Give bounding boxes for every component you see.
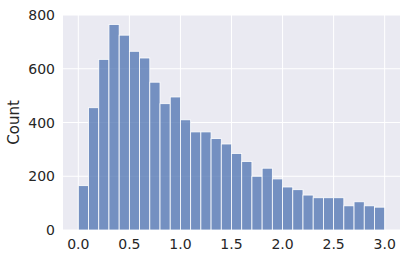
bar	[374, 207, 384, 230]
bar	[150, 82, 160, 230]
bar	[170, 97, 180, 230]
bar	[344, 206, 354, 230]
y-tick-label: 800	[28, 7, 55, 23]
bar	[242, 161, 252, 230]
bar	[303, 195, 313, 230]
bar	[334, 198, 344, 230]
y-tick-label: 400	[28, 115, 55, 131]
bar	[129, 51, 139, 230]
bar	[119, 35, 129, 230]
bar	[180, 120, 190, 230]
bar	[293, 190, 303, 230]
bar	[221, 144, 231, 230]
bar	[201, 132, 211, 230]
y-tick-label: 0	[46, 222, 55, 238]
bar	[354, 202, 364, 230]
y-tick-label: 600	[28, 61, 55, 77]
bar	[313, 198, 323, 230]
bar	[191, 132, 201, 230]
bar	[283, 187, 293, 230]
x-tick-label: 1.5	[220, 236, 242, 252]
bar	[160, 104, 170, 230]
y-axis-label: Count	[5, 100, 23, 145]
bar	[252, 176, 262, 230]
x-tick-label: 3.0	[374, 236, 396, 252]
bar	[211, 139, 221, 230]
bar	[140, 58, 150, 230]
bar	[364, 206, 374, 230]
bar	[232, 153, 242, 230]
bar	[109, 24, 119, 230]
x-tick-label: 1.0	[169, 236, 191, 252]
bar	[272, 179, 282, 230]
bars	[78, 24, 384, 230]
x-tick-label: 0.5	[118, 236, 140, 252]
bar	[89, 108, 99, 230]
bar	[262, 168, 272, 230]
grid-line	[63, 15, 400, 16]
bar	[323, 198, 333, 230]
plot-background	[63, 15, 400, 230]
y-tick-label: 200	[28, 168, 55, 184]
bar	[99, 59, 109, 230]
x-tick-label: 0.0	[67, 236, 89, 252]
x-tick-label: 2.0	[271, 236, 293, 252]
chart: 0.0 0.5 1.0 1.5 2.0 2.5 3.0 0 200 400 600 800 Count	[0, 0, 405, 260]
bar	[78, 186, 88, 230]
x-tick-label: 2.5	[322, 236, 344, 252]
